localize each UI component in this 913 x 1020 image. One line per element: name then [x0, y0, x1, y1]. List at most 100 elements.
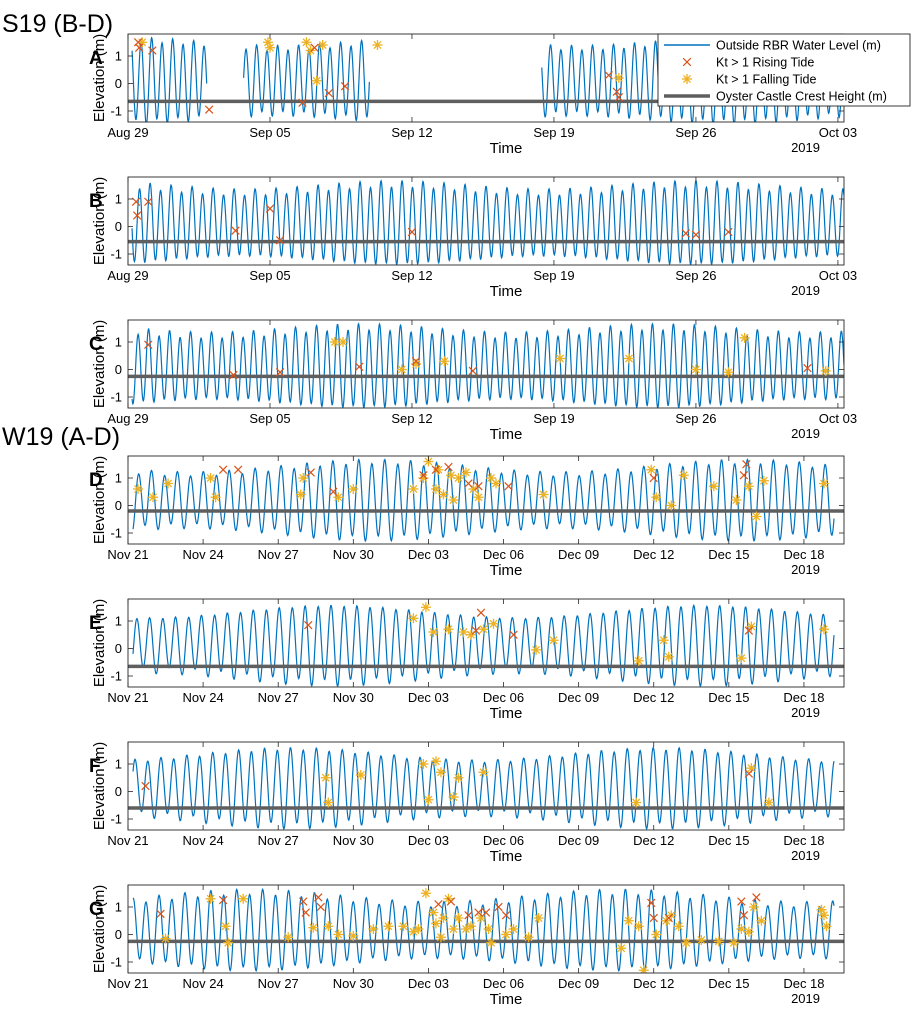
x-tick-label: Nov 21	[107, 690, 148, 705]
rising-tide-marker	[691, 230, 701, 239]
x-axis-title: Time	[490, 283, 523, 300]
rising-tide-marker	[411, 357, 421, 366]
rising-tide-marker	[310, 43, 319, 52]
x-tick-label: Nov 30	[333, 690, 374, 705]
falling-tide-marker	[696, 935, 707, 945]
x-tick-label: Dec 06	[483, 833, 524, 848]
falling-tide-marker	[473, 492, 484, 503]
x-tick-label: Sep 05	[249, 125, 290, 140]
x-tick-label: Dec 18	[783, 833, 824, 848]
rising-tide-marker	[218, 895, 228, 905]
axes-box	[127, 176, 845, 266]
x-tick-label: Nov 24	[183, 976, 224, 991]
x-tick-label: Oct 03	[819, 125, 857, 140]
falling-tide-marker	[372, 40, 383, 50]
rising-tide-marker	[275, 368, 285, 377]
falling-tide-marker	[465, 921, 476, 932]
falling-tide-marker	[488, 618, 499, 629]
falling-tide-marker	[548, 635, 559, 646]
rising-tide-marker	[231, 226, 240, 235]
falling-tide-marker	[396, 364, 407, 375]
falling-tide-marker	[445, 470, 456, 481]
panel-letter: B	[89, 191, 103, 212]
legend-swatch-falling	[682, 74, 692, 84]
falling-tide-marker	[295, 489, 306, 500]
x-tick-label: Nov 27	[258, 690, 299, 705]
rising-tide-marker	[649, 473, 658, 483]
falling-tide-marker	[305, 45, 316, 56]
rising-tide-marker	[298, 98, 307, 107]
rising-tide-marker	[614, 93, 624, 102]
water-level-line	[132, 746, 835, 830]
y-axis-title: Elevation (m)	[91, 320, 108, 408]
falling-tide-marker	[821, 921, 832, 932]
falling-tide-marker	[320, 772, 331, 783]
x-tick-label: Sep 12	[391, 268, 432, 283]
legend-label: Outside RBR Water Level (m)	[716, 39, 881, 53]
plot-area	[128, 178, 844, 265]
rising-tide-marker	[474, 482, 483, 491]
x-tick-label: Dec 12	[633, 976, 674, 991]
panel-letter: G	[89, 899, 104, 920]
y-tick-label: 0	[115, 641, 122, 656]
falling-tide-marker	[311, 75, 322, 86]
rising-tide-marker	[501, 911, 511, 920]
rising-tide-marker	[134, 43, 144, 52]
y-tick-label: 1	[115, 49, 122, 64]
year-label: 2019	[791, 991, 820, 1006]
x-axis-title: Time	[490, 705, 523, 722]
x-tick-label: Dec 12	[633, 690, 674, 705]
falling-tide-marker	[301, 37, 312, 48]
rising-tide-marker	[476, 608, 486, 617]
x-axis-title: Time	[490, 426, 523, 443]
falling-tide-marker	[458, 627, 469, 637]
rising-tide-marker	[306, 468, 315, 477]
falling-tide-marker	[736, 653, 747, 664]
falling-tide-marker	[758, 475, 769, 486]
falling-tide-marker	[616, 943, 627, 954]
falling-tide-marker	[355, 770, 366, 780]
falling-tide-marker	[317, 40, 328, 50]
rising-tide-marker	[304, 620, 313, 630]
water-level-line	[131, 322, 844, 408]
rising-tide-marker	[148, 46, 157, 55]
x-tick-label: Nov 21	[107, 833, 148, 848]
year-label: 2019	[791, 140, 820, 155]
legend-label: Oyster Castle Crest Height (m)	[716, 90, 887, 104]
falling-tide-marker	[478, 624, 489, 635]
rising-tide-marker	[742, 460, 751, 469]
rising-tide-marker	[301, 908, 310, 917]
falling-tide-marker	[323, 797, 334, 808]
falling-tide-marker	[743, 481, 754, 492]
plot-area	[128, 456, 844, 543]
rising-tide-marker	[464, 911, 473, 920]
plot-area	[128, 602, 844, 687]
x-tick-label: Sep 12	[391, 411, 432, 426]
y-tick-label: -1	[110, 104, 122, 119]
y-tick-label: 0	[115, 219, 122, 234]
falling-tide-marker	[348, 484, 359, 494]
x-tick-label: Dec 15	[708, 976, 749, 991]
falling-tide-marker	[435, 932, 446, 943]
x-tick-label: Sep 12	[391, 125, 432, 140]
falling-tide-marker	[264, 42, 275, 53]
x-tick-label: Sep 05	[249, 411, 290, 426]
x-tick-label: Nov 24	[183, 690, 224, 705]
falling-tide-marker	[413, 924, 424, 934]
legend-label: Kt > 1 Rising Tide	[716, 56, 814, 70]
falling-tide-marker	[420, 888, 431, 899]
falling-tide-marker	[435, 767, 446, 778]
x-tick-label: Nov 21	[107, 547, 148, 562]
x-tick-label: Nov 21	[107, 976, 148, 991]
falling-tide-marker	[633, 655, 644, 666]
rising-tide-marker	[316, 902, 325, 912]
axes-box	[127, 319, 845, 409]
falling-tide-marker	[338, 337, 349, 347]
rising-tide-marker	[468, 366, 478, 376]
x-tick-label: Sep 19	[533, 268, 574, 283]
falling-tide-marker	[723, 367, 734, 378]
rising-tide-marker	[471, 626, 481, 635]
falling-tide-marker	[681, 937, 692, 948]
x-tick-label: Aug 29	[107, 125, 148, 140]
